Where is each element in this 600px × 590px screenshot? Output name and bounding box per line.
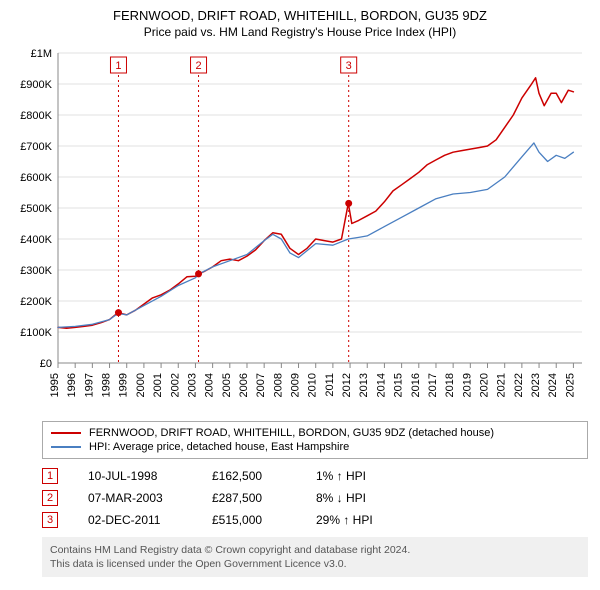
legend-swatch — [51, 446, 81, 448]
event-date: 02-DEC-2011 — [88, 513, 188, 527]
x-tick-label: 2006 — [238, 373, 250, 397]
y-tick-label: £300K — [20, 265, 52, 277]
chart-title: FERNWOOD, DRIFT ROAD, WHITEHILL, BORDON,… — [10, 8, 590, 23]
y-tick-label: £700K — [20, 141, 52, 153]
x-tick-label: 2010 — [307, 373, 319, 397]
x-tick-label: 2019 — [461, 373, 473, 397]
footer-line-2: This data is licensed under the Open Gov… — [50, 557, 580, 571]
chart-svg: £0 £100K £200K £300K £400K £500K £600K £700K £80… — [10, 43, 590, 413]
y-tick-label: £200K — [20, 296, 52, 308]
x-tick-label: 1996 — [66, 373, 78, 397]
chart-container: FERNWOOD, DRIFT ROAD, WHITEHILL, BORDON,… — [0, 0, 600, 577]
legend-item: HPI: Average price, detached house, East… — [51, 440, 579, 454]
x-tick-label: 2012 — [341, 373, 353, 397]
x-tick-label: 2004 — [204, 373, 216, 397]
event-marker-dot — [345, 200, 352, 207]
y-tick-label: £100K — [20, 327, 52, 339]
y-tick-label: £400K — [20, 234, 52, 246]
x-tick-label: 2014 — [375, 373, 387, 397]
event-list: 1 10-JUL-1998 £162,500 1% ↑ HPI 2 07-MAR-2003… — [42, 465, 588, 531]
event-badge: 1 — [42, 468, 58, 484]
chart-plot-area: £0 £100K £200K £300K £400K £500K £600K £700K £80… — [10, 43, 590, 413]
x-tick-label: 2000 — [135, 373, 147, 397]
attribution-footer: Contains HM Land Registry data © Crown c… — [42, 537, 588, 577]
x-tick-label: 2016 — [410, 373, 422, 397]
event-diff: 29% ↑ HPI — [316, 513, 426, 527]
x-tick-label: 1998 — [101, 373, 113, 397]
x-tick-label: 2001 — [152, 373, 164, 397]
x-tick-label: 2021 — [496, 373, 508, 397]
chart-subtitle: Price paid vs. HM Land Registry's House … — [10, 25, 590, 39]
legend-box: FERNWOOD, DRIFT ROAD, WHITEHILL, BORDON,… — [42, 421, 588, 459]
event-price: £287,500 — [212, 491, 292, 505]
event-marker-number: 2 — [195, 60, 201, 72]
event-diff: 8% ↓ HPI — [316, 491, 426, 505]
y-tick-label: £0 — [40, 358, 52, 370]
x-tick-label: 2013 — [358, 373, 370, 397]
y-tick-label: £800K — [20, 110, 52, 122]
x-tick-label: 2003 — [186, 373, 198, 397]
legend-swatch — [51, 432, 81, 434]
footer-line-1: Contains HM Land Registry data © Crown c… — [50, 543, 580, 557]
event-price: £515,000 — [212, 513, 292, 527]
title-block: FERNWOOD, DRIFT ROAD, WHITEHILL, BORDON,… — [0, 0, 600, 43]
x-tick-label: 2009 — [290, 373, 302, 397]
event-date: 07-MAR-2003 — [88, 491, 188, 505]
y-tick-label: £600K — [20, 172, 52, 184]
legend-label: FERNWOOD, DRIFT ROAD, WHITEHILL, BORDON,… — [89, 427, 494, 439]
x-tick-label: 2008 — [272, 373, 284, 397]
event-marker-dot — [115, 309, 122, 316]
event-row: 2 07-MAR-2003 £287,500 8% ↓ HPI — [42, 487, 588, 509]
event-diff: 1% ↑ HPI — [316, 469, 426, 483]
legend-label: HPI: Average price, detached house, East… — [89, 441, 349, 453]
x-tick-label: 2024 — [547, 373, 559, 397]
event-badge: 3 — [42, 512, 58, 528]
x-tick-label: 1995 — [49, 373, 61, 397]
x-tick-label: 2025 — [564, 373, 576, 397]
x-tick-label: 2015 — [393, 373, 405, 397]
x-tick-label: 2011 — [324, 373, 336, 397]
x-tick-label: 2022 — [513, 373, 525, 397]
x-tick-label: 2023 — [530, 373, 542, 397]
x-tick-label: 2007 — [255, 373, 267, 397]
x-tick-label: 2017 — [427, 373, 439, 397]
x-tick-label: 2018 — [444, 373, 456, 397]
y-tick-label: £900K — [20, 79, 52, 91]
y-tick-label: £1M — [31, 48, 52, 60]
x-tick-label: 2002 — [169, 373, 181, 397]
legend-item: FERNWOOD, DRIFT ROAD, WHITEHILL, BORDON,… — [51, 426, 579, 440]
event-marker-number: 1 — [115, 60, 121, 72]
x-tick-label: 1997 — [83, 373, 95, 397]
event-date: 10-JUL-1998 — [88, 469, 188, 483]
y-tick-label: £500K — [20, 203, 52, 215]
x-tick-label: 1999 — [118, 373, 130, 397]
event-marker-number: 3 — [346, 60, 352, 72]
event-row: 3 02-DEC-2011 £515,000 29% ↑ HPI — [42, 509, 588, 531]
x-tick-label: 2005 — [221, 373, 233, 397]
event-marker-dot — [195, 270, 202, 277]
event-badge: 2 — [42, 490, 58, 506]
event-price: £162,500 — [212, 469, 292, 483]
event-row: 1 10-JUL-1998 £162,500 1% ↑ HPI — [42, 465, 588, 487]
x-tick-label: 2020 — [479, 373, 491, 397]
